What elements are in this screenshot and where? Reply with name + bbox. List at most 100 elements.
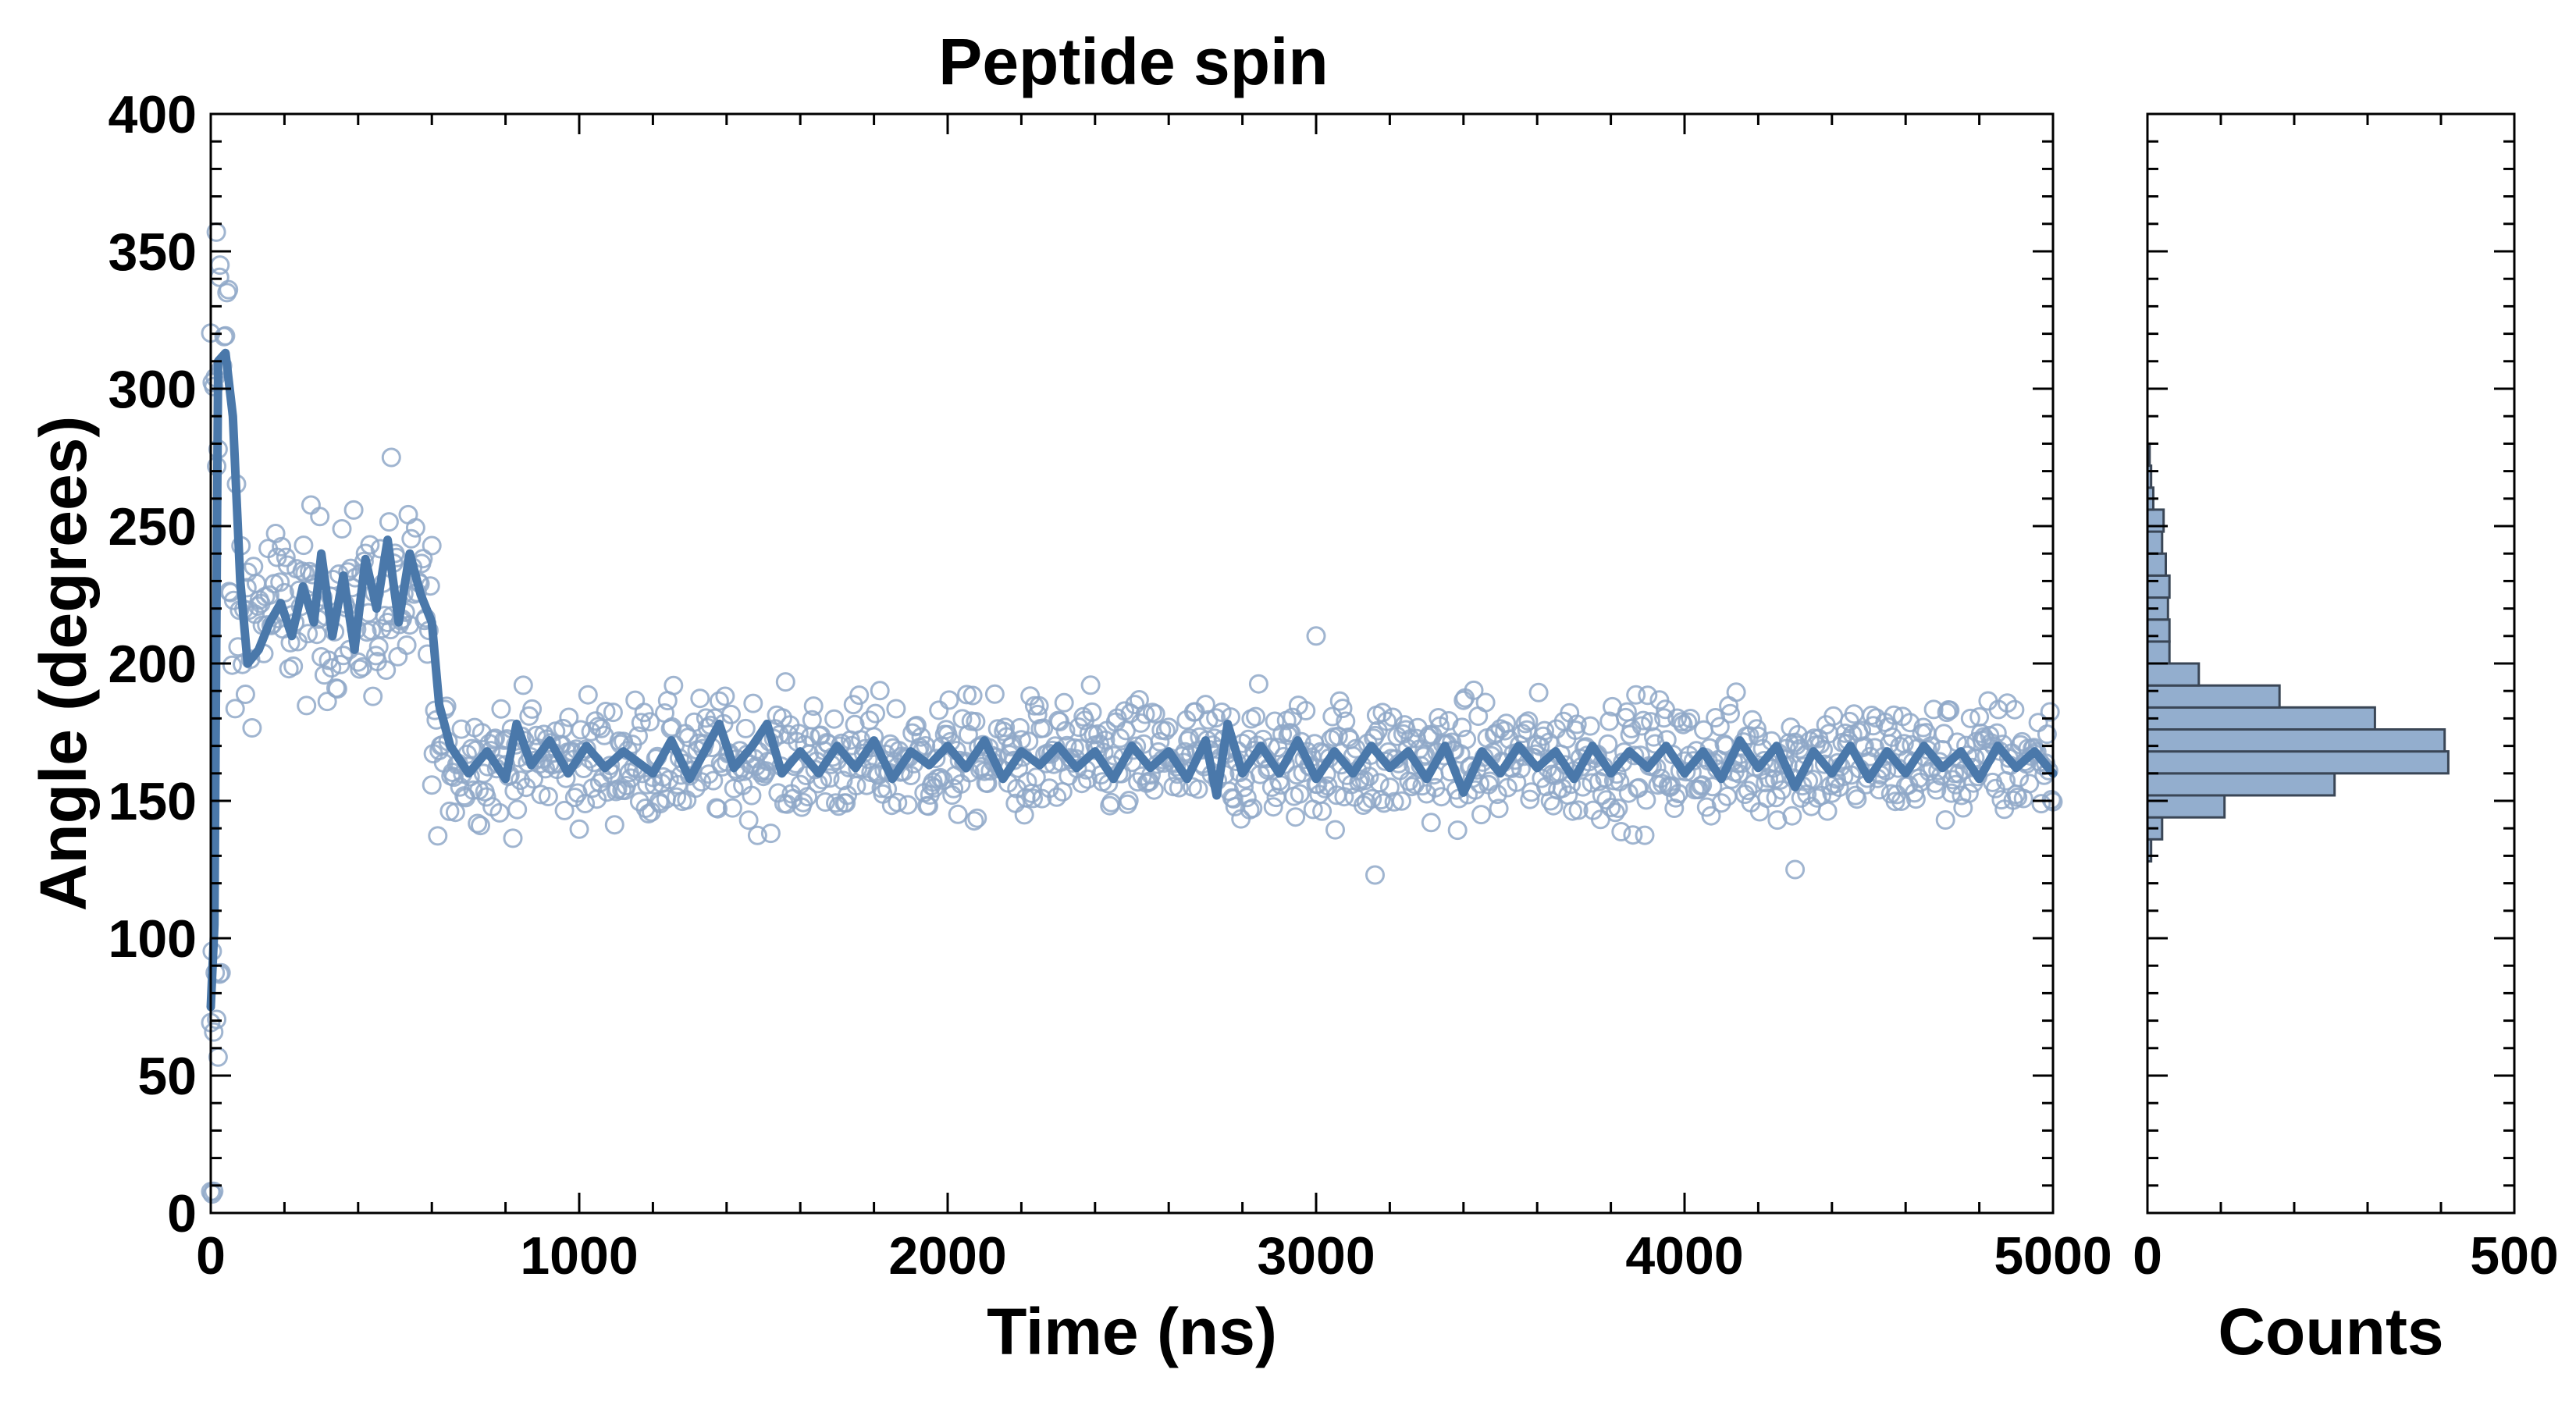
scatter-point [798,787,818,807]
scatter-point [1611,822,1631,841]
scatter-point [1667,708,1688,728]
scatter-point [1720,703,1740,724]
scatter-point [1312,801,1332,821]
scatter-point [1654,708,1674,728]
scatter-point [1518,711,1539,731]
chart-title: Peptide spin [938,25,1328,98]
scatter-point [1643,727,1663,747]
scatter-point [1359,767,1379,787]
scatter-point [775,672,795,692]
scatter-point [276,547,296,567]
scatter-point [1692,775,1713,795]
scatter-point [743,693,763,713]
scatter-point [667,787,687,807]
scatter-point [1223,788,1244,809]
scatter-point [317,692,337,712]
scatter-point [967,808,987,828]
y-tick-label: 250 [109,497,197,557]
scatter-point [531,784,551,805]
scatter-point [625,690,646,710]
scatter-point [964,811,984,831]
scatter-point [1429,708,1449,727]
scatter-point [1552,778,1572,799]
scatter-point [564,788,585,808]
scatter-point [283,656,304,676]
scatter-point [1392,791,1411,811]
scatter-point [1703,777,1723,797]
scatter-point [1019,731,1039,752]
scatter-point [906,716,927,735]
scatter-point [1641,712,1661,732]
scatter-point [939,690,959,710]
scatter-point [2037,724,2057,745]
scatter-point [1306,626,1326,646]
scatter-point [235,685,255,704]
scatter-point [451,719,471,739]
y-tick-label: 300 [109,360,197,419]
scatter-point [1757,788,1777,809]
hist-x-tick-label: 500 [2470,1226,2558,1286]
scatter-point [930,767,951,788]
main-panel: Peptide spin 0 1000 2000 3000 4000 5000 0 50 10… [27,25,2112,1368]
scatter-point [1934,724,1954,744]
scatter-point [1834,767,1854,787]
scatter-point [856,775,877,795]
scatter-point [2040,702,2060,722]
scatter-point [1711,793,1731,813]
scatter-point [1635,825,1655,845]
scatter-point [2005,699,2025,720]
scatter-point [631,713,651,733]
scatter-point [468,813,488,834]
scatter-point [361,621,382,641]
scatter-point [1054,692,1074,713]
scatter-point [1666,788,1686,808]
scatter-point [1638,685,1658,706]
histogram-bar [2146,508,2165,533]
histogram-bar [2146,662,2201,687]
scatter-point [1047,787,1067,807]
scatter-point [1263,797,1283,817]
scatter-point [650,794,671,814]
y-axis-label: Angle (degrees) [27,416,100,912]
scatter-point [664,675,684,695]
scatter-point [2012,731,2032,752]
scatter-point [1206,708,1226,728]
scatter-point [1144,780,1164,800]
scatter-point [1290,784,1310,804]
scatter-point [1568,800,1589,820]
scatter-point [1365,865,1385,885]
scatter-point [742,785,762,806]
hist-x-tick-label: 0 [2133,1226,2162,1286]
scatter-point [1029,695,1049,716]
scatter-point [966,712,986,731]
scatter-point [422,535,442,556]
scatter-point [709,691,729,711]
scatter-point [735,718,756,738]
scatter-point [824,709,845,729]
histogram-bar [2146,640,2171,665]
scatter-point [604,815,624,835]
scatter-point [1543,795,1564,816]
scatter-point [207,1009,227,1030]
scatter-point [1447,820,1468,841]
scatter-point [1935,810,1955,830]
scatter-point [1475,692,1496,713]
scatter-point [815,792,835,812]
scatter-point [301,495,321,515]
scatter-point [272,536,292,557]
histogram-plot-frame [2146,112,2516,1215]
scatter-point [204,1022,224,1042]
scatter-point [310,507,330,527]
scatter-point [1248,674,1268,694]
scatter-point [1095,730,1115,750]
scatter-point [640,712,660,732]
scatter-point [297,695,317,716]
scatter-point [1464,680,1484,700]
scatter-point [603,702,623,723]
scatter-point [1188,779,1208,799]
scatter-point [1567,714,1587,735]
scatter-point [1354,770,1375,791]
scatter-point [1246,706,1266,727]
scatter-point [1119,791,1139,811]
